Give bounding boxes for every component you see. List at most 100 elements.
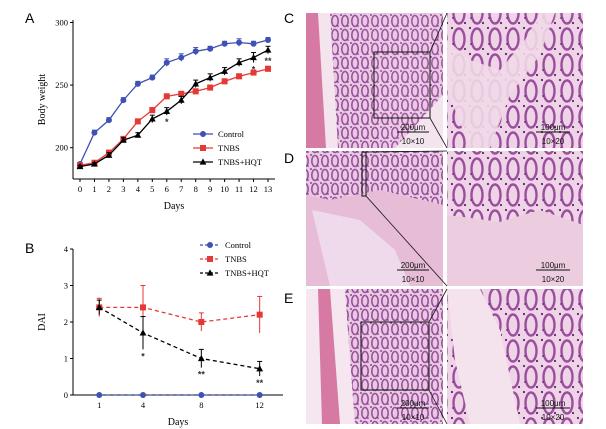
data-point xyxy=(163,93,170,100)
scale-c-right: 100μm xyxy=(541,123,566,132)
x-tick-label: 13 xyxy=(264,184,273,194)
data-point xyxy=(250,53,257,61)
micrograph-e-left xyxy=(306,289,443,424)
data-point xyxy=(139,329,147,336)
data-point xyxy=(163,107,171,114)
data-point xyxy=(134,80,141,87)
data-point xyxy=(76,162,84,170)
micrograph-c-right xyxy=(447,13,583,148)
data-point xyxy=(256,392,263,398)
legend-marker xyxy=(207,242,213,248)
legend-marker xyxy=(206,269,214,276)
series-tnbs-hqt xyxy=(76,45,272,170)
data-point xyxy=(177,96,185,103)
histology-e: E 200μm 10×10 100μm 10×20 xyxy=(284,288,583,425)
x-tick-label: 1 xyxy=(92,184,96,194)
legend-label: TNBS+HQT xyxy=(218,157,263,167)
series-line xyxy=(99,306,260,323)
series-control xyxy=(77,37,271,167)
data-point xyxy=(256,311,263,318)
scale-c-left: 200μm xyxy=(401,123,426,132)
micrograph-e-right xyxy=(447,289,583,424)
legend-label: TNBS+HQT xyxy=(225,268,270,278)
y-tick-label: 200 xyxy=(55,143,68,153)
legend-marker xyxy=(207,256,213,262)
series-control xyxy=(96,392,263,398)
x-tick-label: 4 xyxy=(141,400,146,410)
scale-e-left: 200μm xyxy=(401,399,426,408)
significance-mark: * xyxy=(252,65,256,75)
data-point xyxy=(192,80,200,87)
series-line xyxy=(98,306,260,370)
data-point xyxy=(149,74,156,81)
x-tick-label: 12 xyxy=(249,184,258,194)
micrograph-c-left xyxy=(306,13,443,148)
legend-marker xyxy=(199,158,207,165)
y-axis-label: DAI xyxy=(37,313,48,331)
x-axis-label: Days xyxy=(164,201,185,212)
x-tick-label: 6 xyxy=(165,184,169,194)
data-point xyxy=(236,73,243,80)
data-point xyxy=(264,46,272,53)
significance-mark: ** xyxy=(264,56,272,66)
x-tick-label: 8 xyxy=(199,400,203,410)
significance-mark: * xyxy=(141,351,145,361)
x-tick-label: 11 xyxy=(235,184,243,194)
y-tick-label: 4 xyxy=(64,244,69,254)
histology-d: D 200μm 10×10 100μm 10×20 xyxy=(284,150,583,287)
data-point xyxy=(197,354,205,362)
x-tick-label: 2 xyxy=(107,184,111,194)
significance-mark: ** xyxy=(256,378,264,388)
micrograph-d-right xyxy=(447,151,583,286)
legend-marker xyxy=(200,145,206,151)
data-point xyxy=(221,67,229,74)
data-point xyxy=(198,392,205,398)
x-tick-label: 12 xyxy=(255,400,264,410)
data-point xyxy=(265,37,271,44)
x-tick-label: 10 xyxy=(220,184,229,194)
y-tick-label: 0 xyxy=(64,390,68,400)
x-tick-label: 5 xyxy=(150,184,154,194)
data-point xyxy=(207,84,214,91)
data-point xyxy=(250,40,257,47)
data-point xyxy=(91,129,98,136)
x-tick-label: 9 xyxy=(208,184,212,194)
data-point xyxy=(192,88,199,95)
legend-label: Control xyxy=(225,240,252,250)
scale-d-left: 200μm xyxy=(401,261,426,270)
data-point xyxy=(250,69,257,76)
data-point xyxy=(235,58,243,66)
data-point xyxy=(120,97,127,104)
data-point xyxy=(95,303,103,310)
x-tick-label: 7 xyxy=(179,184,183,194)
data-point xyxy=(265,65,271,72)
data-point xyxy=(105,151,113,158)
x-tick-label: 3 xyxy=(121,184,125,194)
data-point xyxy=(192,48,199,55)
data-point xyxy=(96,392,103,398)
y-tick-label: 1 xyxy=(64,354,68,364)
data-point xyxy=(207,45,214,52)
data-point xyxy=(221,40,228,47)
legend-label: TNBS xyxy=(218,143,240,153)
x-tick-label: 8 xyxy=(194,184,198,194)
y-axis-label: Body weight xyxy=(37,74,48,126)
mag-d-right: 10×20 xyxy=(542,275,565,284)
mag-e-right: 10×20 xyxy=(542,413,565,422)
data-point xyxy=(134,118,141,125)
data-point xyxy=(236,39,243,46)
scale-d-right: 100μm xyxy=(541,261,566,270)
data-point xyxy=(178,90,185,97)
data-point xyxy=(221,78,228,85)
mag-e-left: 10×10 xyxy=(402,413,425,422)
micrograph-d-left xyxy=(306,151,443,286)
data-point xyxy=(119,136,127,143)
scale-e-right: 100μm xyxy=(541,399,566,408)
x-axis-label: Days xyxy=(168,417,189,428)
legend: Control TNBS TNBS+HQT xyxy=(200,240,270,278)
data-point xyxy=(163,59,170,66)
significance-mark: ** xyxy=(198,370,206,380)
series-tnbs-hqt xyxy=(95,299,264,377)
